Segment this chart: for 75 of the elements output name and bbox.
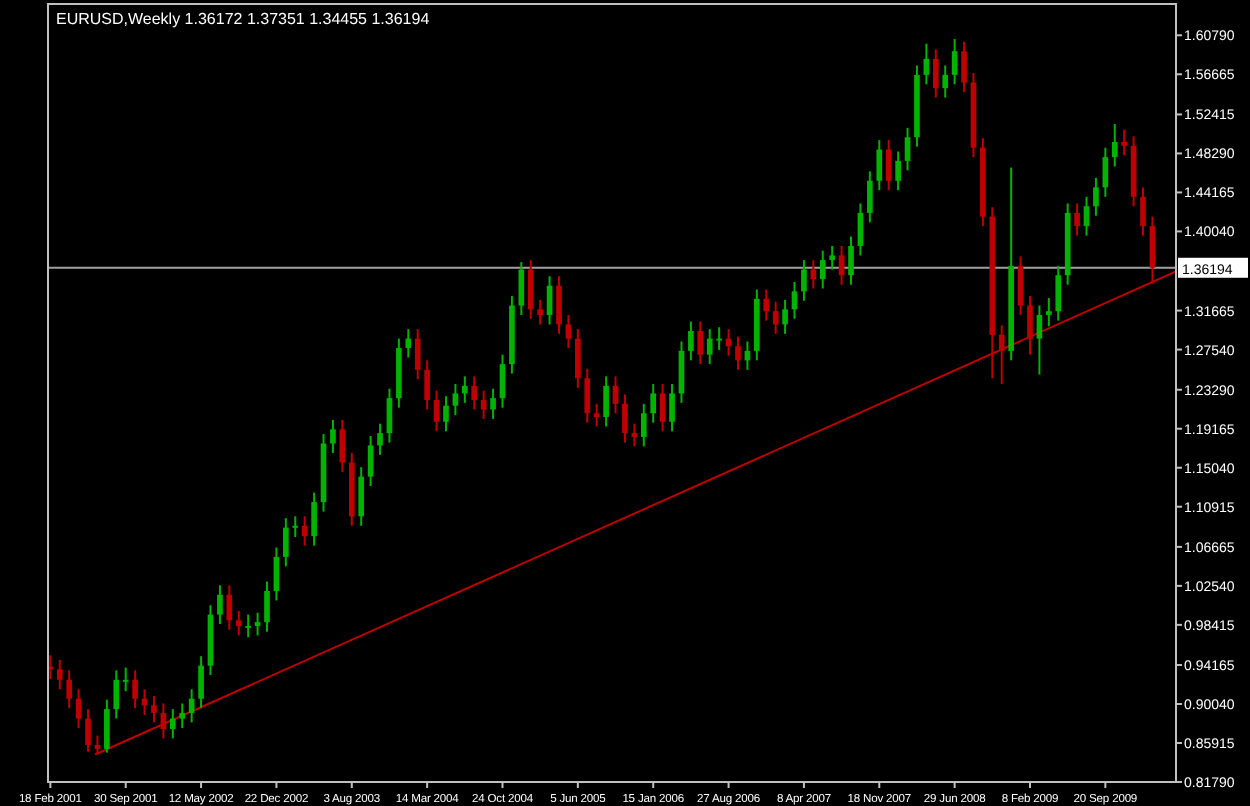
candlestick: [330, 418, 336, 454]
candlestick: [56, 658, 63, 691]
candlestick: [1055, 264, 1062, 322]
candlestick: [66, 669, 73, 710]
candlestick: [565, 313, 572, 350]
candlestick: [377, 422, 383, 456]
candlestick: [1074, 202, 1080, 237]
candlestick: [85, 708, 91, 753]
candlestick: [932, 48, 939, 99]
candlestick: [367, 434, 374, 488]
candlestick: [311, 491, 317, 547]
candlestick: [763, 288, 770, 322]
candlestick: [235, 609, 242, 637]
candlestick: [490, 387, 496, 420]
candlestick: [198, 655, 204, 710]
candlestick: [217, 584, 223, 626]
candlestick: [443, 395, 449, 433]
candlestick: [782, 298, 788, 335]
candlestick: [801, 259, 807, 302]
candlestick: [179, 702, 186, 730]
candlestick: [876, 139, 883, 192]
candlestick: [584, 367, 591, 424]
candlestick: [1140, 186, 1146, 237]
candlestick: [1121, 128, 1128, 157]
candlestick: [575, 328, 581, 389]
candlestick: [998, 324, 1005, 385]
candlestick: [452, 382, 459, 417]
candlestick: [819, 249, 826, 290]
candlestick: [132, 669, 138, 710]
candlestick: [659, 382, 666, 433]
candlestick: [650, 382, 657, 424]
candlestick: [895, 150, 901, 192]
candlestick: [264, 580, 270, 633]
candlestick: [405, 328, 412, 359]
candlestick: [829, 244, 836, 271]
candlestick: [1027, 295, 1033, 356]
candlestick: [283, 517, 289, 568]
candlestick: [1036, 304, 1043, 376]
candlestick: [961, 40, 967, 93]
candlestick: [527, 259, 534, 320]
candlestick: [951, 37, 958, 86]
chart-title: EURUSD,Weekly 1.36172 1.37351 1.34455 1.36194: [56, 10, 431, 28]
candlestick: [735, 335, 741, 371]
candlestick: [358, 466, 365, 527]
candlestick: [113, 669, 120, 720]
candlestick: [669, 382, 675, 433]
candlestick: [292, 515, 299, 539]
candlestick: [697, 320, 704, 366]
candlestick: [254, 611, 261, 637]
candlestick: [867, 170, 873, 224]
candlestick: [640, 402, 647, 448]
candlestick: [104, 698, 110, 754]
candlestick: [537, 298, 543, 326]
candlestick: [848, 235, 854, 286]
candlestick: [1046, 296, 1052, 328]
candlestick: [414, 328, 421, 381]
candlestick: [301, 515, 308, 547]
candlestick: [593, 402, 600, 428]
candlestick: [603, 375, 609, 428]
candlestick: [688, 320, 694, 362]
candlestick: [885, 139, 892, 192]
candlestick: [1111, 123, 1118, 168]
candlestick: [556, 275, 562, 335]
candlestick: [122, 666, 129, 693]
candlestick: [1093, 176, 1099, 217]
candlestick: [424, 359, 430, 411]
candlestick: [631, 422, 638, 448]
candlestick: [169, 708, 176, 740]
candlestick: [245, 613, 251, 639]
candlestick: [471, 375, 478, 411]
candlestick: [461, 375, 468, 404]
candlestick: [151, 694, 157, 724]
candlestick: [904, 126, 911, 172]
candlestick: [942, 64, 949, 99]
candlestick: [622, 393, 628, 444]
